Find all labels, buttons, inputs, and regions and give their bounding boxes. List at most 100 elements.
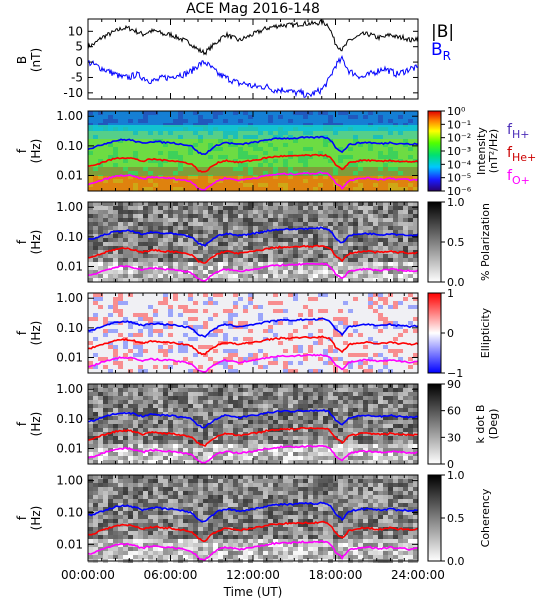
p2-cell [398,167,403,171]
p3-cell [253,234,258,238]
p4-cell [283,309,288,313]
p6-cell [353,499,358,503]
p4-cell [103,365,108,369]
p3-cell [258,250,263,254]
p2-cell [373,171,378,175]
p2-cell [248,163,253,167]
p4-cell [393,301,398,305]
p5-cell [233,432,238,436]
p3-cell [368,250,373,254]
p5-cell [178,420,183,424]
p6-cell [298,483,303,487]
p2-cell [368,139,373,143]
p3-cell [93,222,98,226]
p3-cell [353,210,358,214]
p6-cell [118,511,123,515]
p3-cell [253,242,258,246]
p2-cell [228,155,233,159]
p3-cell [238,266,243,270]
p2-cell [113,183,118,187]
p5-cell [133,396,138,400]
p6-cell [183,475,188,479]
p3-cell [393,258,398,262]
p5-cell [148,428,153,432]
p5-cell [383,396,388,400]
p3-cell [88,226,93,230]
p5-cell [333,408,338,412]
p5-cell [153,388,158,392]
p6-cell [198,483,203,487]
p6-cell [168,519,173,523]
p3-cell [373,270,378,274]
p3-cell [378,270,383,274]
p6-cell [298,515,303,519]
p5-cell [163,424,168,428]
p5-cell [133,436,138,440]
p4-cell [93,317,98,321]
p6-cell [313,487,318,491]
p4-cell [118,313,123,317]
p2-cell [198,111,203,115]
p6-cell [98,479,103,483]
p5-cell [383,388,388,392]
p5-cell [163,412,168,416]
p5-cell [198,388,203,392]
p5-cell [113,436,118,440]
p3-cell [188,218,193,222]
legend-b-radial-main: B [431,40,443,60]
p3-cell [373,258,378,262]
p5-cell [413,460,418,464]
p3-cell [318,230,323,234]
p2-cell [233,163,238,167]
p5-cell [398,452,403,456]
p3-cell [123,226,128,230]
p6-cell [98,475,103,479]
p2-cell [353,183,358,187]
p3-cell [188,266,193,270]
p3-cell [148,246,153,250]
p4-cell [163,325,168,329]
p5-cell [188,428,193,432]
p3-cell [263,214,268,218]
p6-cell [218,515,223,519]
p6-cell [348,519,353,523]
p6-cell [298,495,303,499]
p2-cell [163,127,168,131]
p2-cell [143,171,148,175]
p3-cell [148,234,153,238]
p6-cell [228,503,233,507]
p6-cell [158,499,163,503]
p2-cell [363,123,368,127]
p5-cell [258,456,263,460]
p5-cell [403,384,408,388]
p6-cell [348,491,353,495]
p4-cell [283,369,288,373]
p5-cell [258,460,263,464]
p5-cell [138,412,143,416]
p3-cell [168,254,173,258]
p6-cell [158,515,163,519]
p6-cell [383,491,388,495]
p5-cell [228,456,233,460]
p2-cell [278,175,283,179]
p3-cell [88,242,93,246]
series-b-magnitude-line [87,18,419,56]
p2-cell [153,147,158,151]
p5-cell [398,424,403,428]
p2-cell [213,171,218,175]
p4-cell [163,365,168,369]
p2-cell [318,143,323,147]
p2-cell [208,151,213,155]
p4-cell [273,301,278,305]
p4-cell [308,321,313,325]
p5-cell [268,424,273,428]
p5-cell [333,428,338,432]
p6-cell [218,491,223,495]
p5-cell [273,412,278,416]
p2-cell [223,167,228,171]
p3-cell [413,258,418,262]
p3-cell [183,278,188,282]
p5-cell [188,412,193,416]
p5-cell [268,440,273,444]
p5-cell [123,460,128,464]
